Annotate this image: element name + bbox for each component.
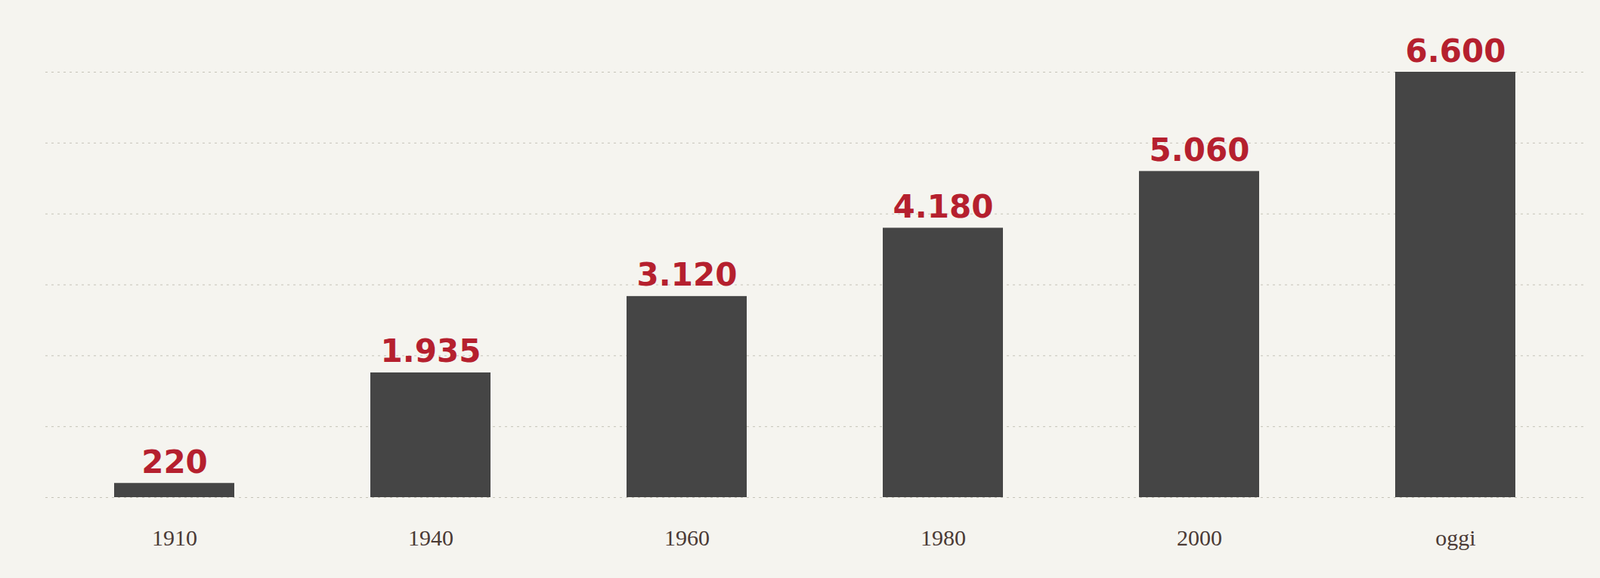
svg-text:2000: 2000 (1176, 525, 1223, 551)
svg-text:4.180: 4.180 (893, 188, 994, 226)
svg-text:5.060: 5.060 (1149, 131, 1251, 169)
svg-text:1960: 1960 (664, 525, 710, 551)
svg-text:220: 220 (141, 443, 208, 481)
svg-text:1940: 1940 (408, 525, 454, 551)
svg-text:3.120: 3.120 (637, 256, 738, 294)
svg-text:6.600: 6.600 (1405, 32, 1507, 70)
svg-text:1910: 1910 (151, 525, 198, 551)
svg-text:oggi: oggi (1435, 525, 1476, 551)
svg-text:1980: 1980 (920, 525, 966, 551)
svg-text:1.935: 1.935 (380, 332, 482, 370)
